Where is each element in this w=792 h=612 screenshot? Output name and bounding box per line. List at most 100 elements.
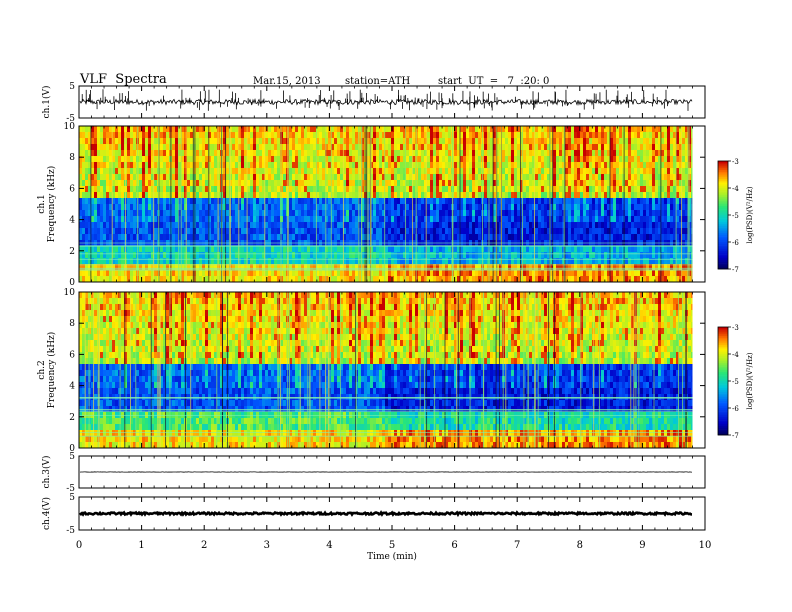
ch1_spectrogram-cell — [541, 186, 544, 193]
ch1_spectrogram-cell — [577, 198, 580, 205]
ch1_spectrogram-cell — [586, 270, 589, 277]
ch1_spectrogram-cell — [376, 156, 379, 163]
ch1_spectrogram-cell — [106, 228, 109, 235]
ch1_spectrogram-cell — [472, 138, 475, 145]
ch1_spectrogram-cell — [283, 258, 286, 265]
ch1_spectrogram-cell — [289, 192, 292, 199]
ch1_spectrogram-cell — [259, 246, 262, 253]
ch1_spectrogram-cell — [367, 174, 370, 181]
ch1_spectrogram-cell — [460, 168, 463, 175]
ch1_spectrogram-cell — [538, 258, 541, 265]
ch1_spectrogram-cell — [433, 204, 436, 211]
ch1_spectrogram-cell — [565, 186, 568, 193]
ch1_spectrogram-cell — [106, 150, 109, 157]
ch1_spectrogram-cell — [352, 138, 355, 145]
ch1_spectrogram-cell — [235, 126, 238, 133]
ch1_spectrogram-cell — [313, 264, 316, 271]
ch1_spectrogram-cell — [235, 210, 238, 217]
ch1_spectrogram-cell — [208, 180, 211, 187]
ch1_spectrogram-cell — [592, 228, 595, 235]
ch1_spectrogram-cell — [214, 198, 217, 205]
ch1_spectrogram-cell — [400, 276, 403, 283]
ch1_spectrogram-cell — [214, 150, 217, 157]
ch1_spectrogram-cell — [610, 258, 613, 265]
ch1_spectrogram-cell — [520, 204, 523, 211]
ch1_spectrogram-cell — [232, 228, 235, 235]
ch1_spectrogram-cell — [604, 174, 607, 181]
ch1_spectrogram-cell — [343, 132, 346, 139]
ch1_spectrogram-cell — [412, 246, 415, 253]
ch1_spectrogram-cell — [523, 186, 526, 193]
ch1_spectrogram-cell — [163, 192, 166, 199]
ch1_spectrogram-cell — [142, 222, 145, 229]
ch1_spectrogram-cell — [148, 144, 151, 151]
ch1_spectrogram-cell — [436, 258, 439, 265]
ch1_spectrogram-cell — [106, 180, 109, 187]
ch1_spectrogram-cell — [253, 144, 256, 151]
ch1_spectrogram-cell — [553, 132, 556, 139]
ch1_spectrogram-cell — [127, 144, 130, 151]
ch1_spectrogram-cell — [457, 270, 460, 277]
ch1_spectrogram-cell — [100, 252, 103, 259]
ch1_spectrogram-cell — [598, 252, 601, 259]
ch1_spectrogram-cell — [412, 216, 415, 223]
ch1_spectrogram-cell — [622, 204, 625, 211]
ch1_spectrogram-cell — [604, 162, 607, 169]
ch1_spectrogram-cell — [244, 150, 247, 157]
ch1_spectrogram-cell — [250, 144, 253, 151]
ch1_spectrogram-cell — [412, 234, 415, 241]
ch1_spectrogram-cell — [442, 222, 445, 229]
ch1_spectrogram-cell — [352, 180, 355, 187]
ch1_spectrogram-cell — [322, 252, 325, 259]
ch1_spectrogram-cell — [109, 156, 112, 163]
ch1_spectrogram-cell — [145, 138, 148, 145]
ch1_spectrogram-cell — [508, 210, 511, 217]
ch1_spectrogram-cell — [493, 204, 496, 211]
ch1_spectrogram-cell — [334, 270, 337, 277]
ch1_spectrogram-cell — [538, 252, 541, 259]
ch1_spectrogram-cell — [418, 234, 421, 241]
ch1_spectrogram-cell — [505, 258, 508, 265]
ch1_spectrogram-cell — [94, 180, 97, 187]
ch1_spectrogram-cell — [604, 270, 607, 277]
ch1_spectrogram-cell — [166, 228, 169, 235]
ch1_spectrogram-cell — [187, 126, 190, 133]
ch1_spectrogram-cell — [484, 264, 487, 271]
ch1_spectrogram-cell — [106, 252, 109, 259]
ch1_spectrogram-cell — [448, 264, 451, 271]
ch1_spectrogram-cell — [571, 216, 574, 223]
ch1_spectrogram-cell — [571, 162, 574, 169]
ch1_spectrogram-cell — [259, 234, 262, 241]
ch1_spectrogram-cell — [91, 222, 94, 229]
ch1_spectrogram-cell — [103, 150, 106, 157]
ch1_spectrogram-cell — [253, 210, 256, 217]
ch1_spectrogram-cell — [613, 246, 616, 253]
ch1_spectrogram-cell — [208, 132, 211, 139]
ch1_spectrogram-cell — [301, 204, 304, 211]
ch1_spectrogram-cell — [334, 180, 337, 187]
ch1_spectrogram-cell — [334, 246, 337, 253]
ch1_spectrogram-cell — [469, 258, 472, 265]
ch1_spectrogram-cell — [202, 156, 205, 163]
ch1_spectrogram-cell — [475, 204, 478, 211]
ch1_spectrogram-cell — [622, 156, 625, 163]
ch1_spectrogram-cell — [88, 210, 91, 217]
ch1_spectrogram-cell — [433, 276, 436, 283]
ch1_spectrogram-cell — [367, 180, 370, 187]
ch1_spectrogram-cell — [556, 144, 559, 151]
ch1_spectrogram-cell — [154, 264, 157, 271]
ch1_spectrogram-cell — [205, 162, 208, 169]
ch1_spectrogram-cell — [307, 204, 310, 211]
ch1_spectrogram-cell — [181, 204, 184, 211]
ch1_spectrogram-cell — [472, 216, 475, 223]
ch1_spectrogram-cell — [412, 150, 415, 157]
ch1_spectrogram-cell — [421, 138, 424, 145]
ch1_spectrogram-cell — [178, 228, 181, 235]
ch1_spectrogram-cell — [460, 204, 463, 211]
ch1_spectrogram-cell — [457, 132, 460, 139]
ch1_spectrogram-cell — [292, 270, 295, 277]
ch1_spectrogram-cell — [259, 216, 262, 223]
ch1_spectrogram-cell — [520, 198, 523, 205]
ch1_spectrogram-cell — [361, 252, 364, 259]
ch1_spectrogram-cell — [376, 186, 379, 193]
